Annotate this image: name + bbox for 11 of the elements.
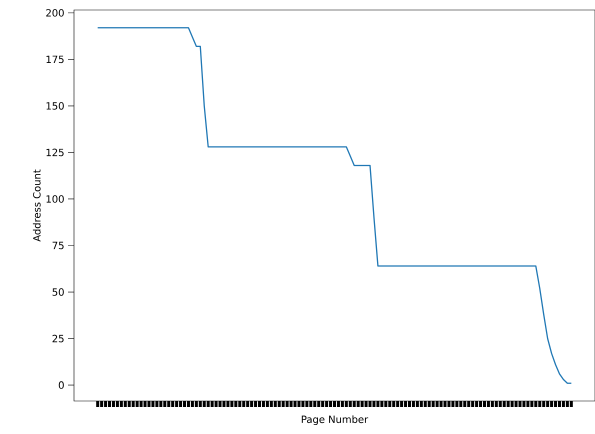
y-tick-label: 100: [46, 195, 64, 203]
y-axis-title: Address Count: [32, 170, 41, 242]
y-tick-label: 175: [46, 56, 64, 64]
y-tick-label: 0: [58, 381, 64, 389]
y-tick-label: 25: [52, 334, 64, 342]
y-tick-label: 200: [46, 9, 64, 17]
y-tick-label: 50: [52, 288, 64, 296]
x-axis-title: Page Number: [302, 415, 368, 426]
y-tick-label: 75: [52, 242, 64, 250]
y-tick-label: 150: [46, 102, 64, 110]
y-tick-label: 125: [46, 148, 64, 156]
